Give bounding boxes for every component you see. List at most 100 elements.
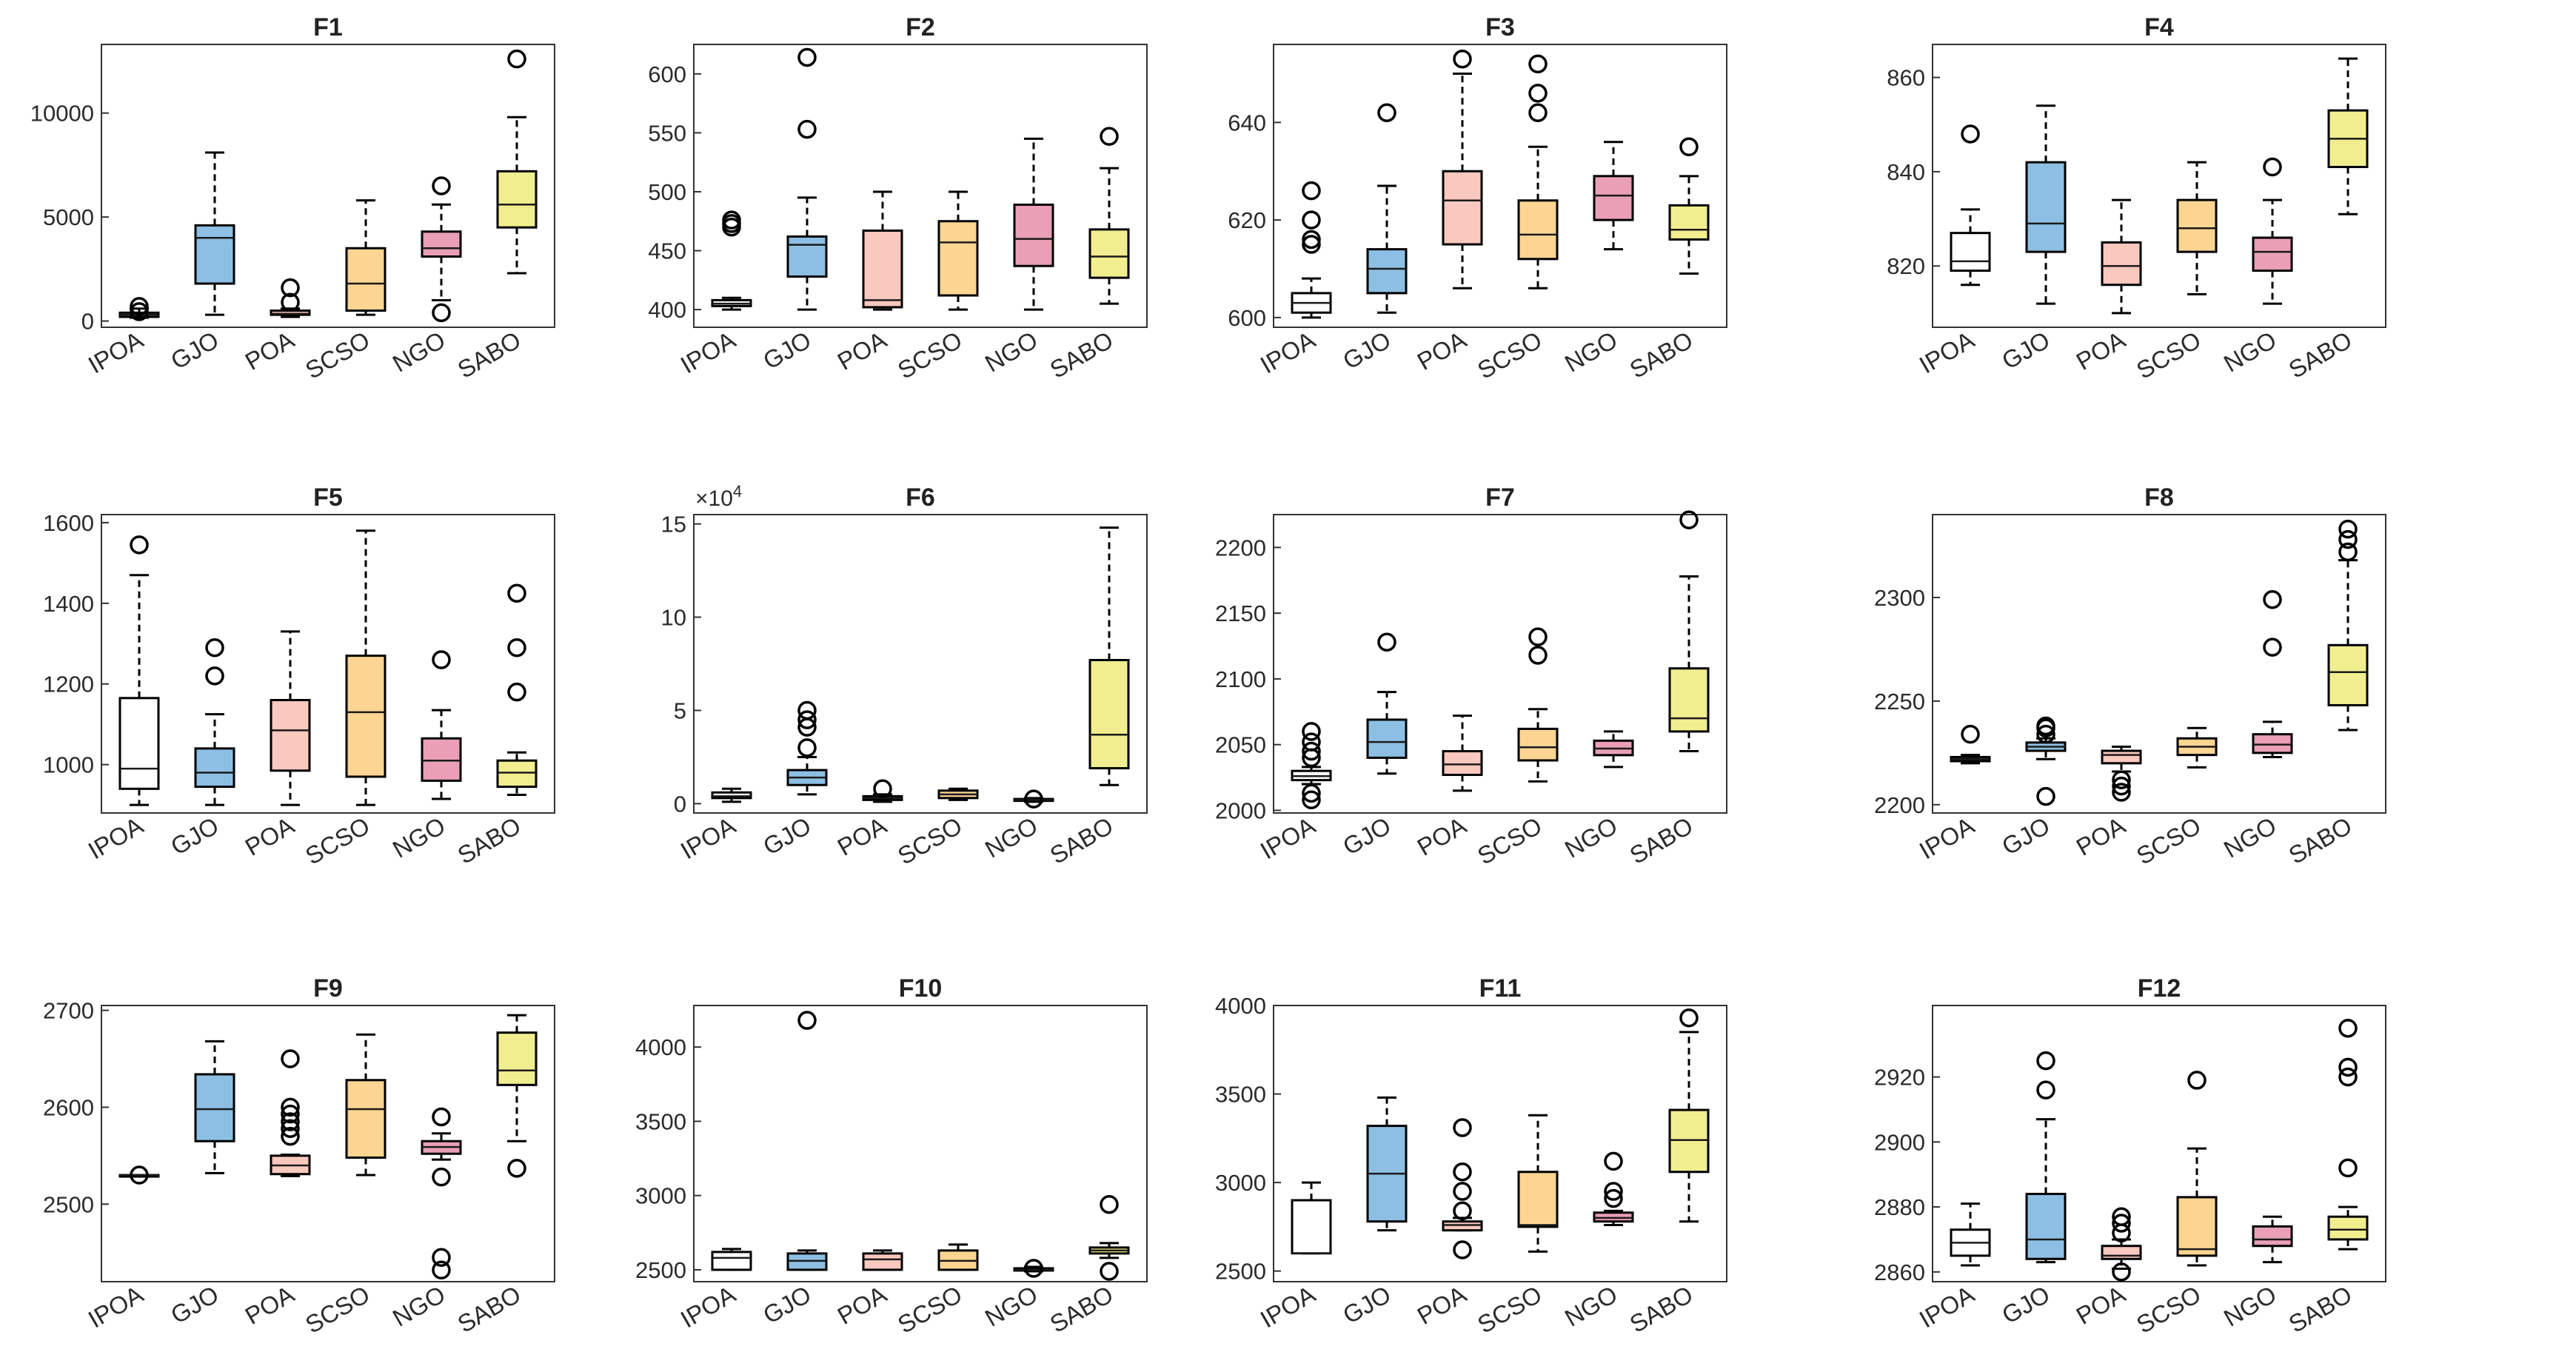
iqr-box — [1517, 1171, 1559, 1228]
y-tick-label: 2880 — [1874, 1194, 1925, 1220]
box-ngo — [1593, 730, 1634, 769]
iqr-box — [194, 224, 235, 285]
outlier-point — [2338, 1158, 2358, 1178]
iqr-box — [786, 235, 828, 278]
outlier-point — [130, 535, 149, 555]
outlier-point — [2338, 1018, 2358, 1038]
box-scso — [345, 1033, 387, 1177]
outlier-point — [2112, 776, 2131, 796]
x-tick-label: NGO — [2219, 326, 2281, 378]
plot-area — [693, 44, 1148, 328]
box-gjo — [786, 1011, 828, 1271]
x-tick-label: IPOA — [1915, 1280, 1979, 1333]
x-tick-label: GJO — [1338, 1280, 1395, 1329]
outlier-point — [507, 682, 526, 702]
plot-area — [1932, 1005, 2386, 1282]
x-tick-label: IPOA — [84, 812, 148, 864]
x-tick-label: POA — [2072, 1280, 2130, 1330]
box-gjo — [1366, 632, 1408, 775]
outlier-point — [797, 1011, 817, 1030]
y-tick-label: 5000 — [43, 204, 94, 230]
iqr-box — [711, 1251, 752, 1271]
x-tick-label: POA — [2072, 326, 2130, 375]
x-tick-label: NGO — [388, 812, 450, 863]
outlier-point — [1100, 1194, 1119, 1214]
iqr-box — [937, 220, 979, 297]
box-ipoa — [1950, 724, 1991, 765]
box-ngo — [1013, 789, 1054, 809]
y-tick-label: 0 — [674, 791, 686, 817]
plot-area — [1932, 514, 2386, 814]
box-sabo — [2327, 519, 2369, 732]
box-scso — [2176, 161, 2218, 295]
outlier-point — [1961, 724, 1980, 744]
chart-title: F11 — [1479, 974, 1522, 1003]
outlier-point — [281, 278, 300, 298]
chart-title: F12 — [2138, 974, 2181, 1003]
y-tick-label: 1600 — [43, 510, 94, 536]
outlier-point — [432, 650, 451, 669]
outlier-point — [432, 1167, 451, 1187]
outlier-point — [1302, 230, 1321, 250]
iqr-box — [496, 759, 538, 789]
x-tick-label: SABO — [1046, 812, 1118, 869]
y-tick-label: 860 — [1887, 65, 1925, 91]
y-tick-label: 2100 — [1215, 666, 1266, 692]
iqr-box — [496, 1031, 538, 1086]
outlier-point — [2036, 716, 2055, 736]
iqr-box — [2176, 1196, 2218, 1257]
outlier-point — [1453, 1162, 1472, 1182]
box-ipoa — [1950, 124, 1991, 287]
outlier-point — [2263, 638, 2282, 657]
outlier-point — [1100, 1262, 1119, 1281]
chart-title: F6 — [906, 483, 935, 512]
box-gjo — [194, 151, 235, 316]
outlier-point — [1302, 210, 1321, 230]
outlier-point — [2036, 1080, 2055, 1100]
box-ngo — [1593, 1151, 1634, 1226]
outlier-point — [1528, 627, 1548, 646]
outlier-point — [1528, 103, 1548, 122]
box-scso — [1517, 54, 1559, 290]
outlier-point — [2036, 724, 2055, 744]
chart-title: F10 — [899, 974, 943, 1003]
x-tick-label: GJO — [758, 812, 815, 860]
x-tick-label: SCSO — [301, 812, 375, 870]
iqr-box — [2252, 733, 2293, 754]
plot-area — [101, 44, 555, 328]
outlier-point — [1100, 127, 1119, 146]
outlier-point — [432, 303, 451, 323]
outlier-point — [797, 47, 817, 67]
box-ngo — [2252, 157, 2293, 305]
box-scso — [937, 1243, 979, 1271]
outlier-point — [1453, 50, 1472, 69]
subplot-f2: F2 400 450 500 550 600 IPOA GJO POA SCSO NGO SABO — [648, 13, 1148, 384]
x-tick-label: SABO — [2284, 812, 2357, 869]
outlier-point — [2338, 519, 2358, 539]
y-tick-label: 3500 — [635, 1108, 686, 1134]
iqr-box — [118, 697, 160, 790]
box-poa — [1442, 1118, 1483, 1259]
x-tick-label: NGO — [2219, 1280, 2281, 1332]
x-tick-label: POA — [833, 326, 891, 375]
x-tick-label: POA — [1413, 326, 1471, 375]
iqr-box — [2101, 749, 2142, 765]
y-tick-label: 0 — [81, 309, 94, 335]
box-scso — [1517, 1114, 1559, 1253]
iqr-box — [345, 1079, 387, 1159]
x-tick-label: NGO — [388, 326, 450, 378]
iqr-box — [1517, 727, 1559, 762]
outlier-point — [1604, 1188, 1623, 1208]
box-scso — [2176, 726, 2218, 769]
iqr-box — [1668, 204, 1710, 241]
iqr-box — [1668, 667, 1710, 733]
iqr-box — [1013, 203, 1054, 267]
iqr-box — [194, 1073, 235, 1142]
y-tick-label: 2200 — [1874, 792, 1925, 818]
outlier-point — [1453, 1201, 1472, 1221]
outlier-point — [281, 1104, 300, 1124]
chart-title: F5 — [313, 483, 343, 512]
outlier-point — [873, 779, 892, 799]
outlier-point — [130, 297, 149, 316]
